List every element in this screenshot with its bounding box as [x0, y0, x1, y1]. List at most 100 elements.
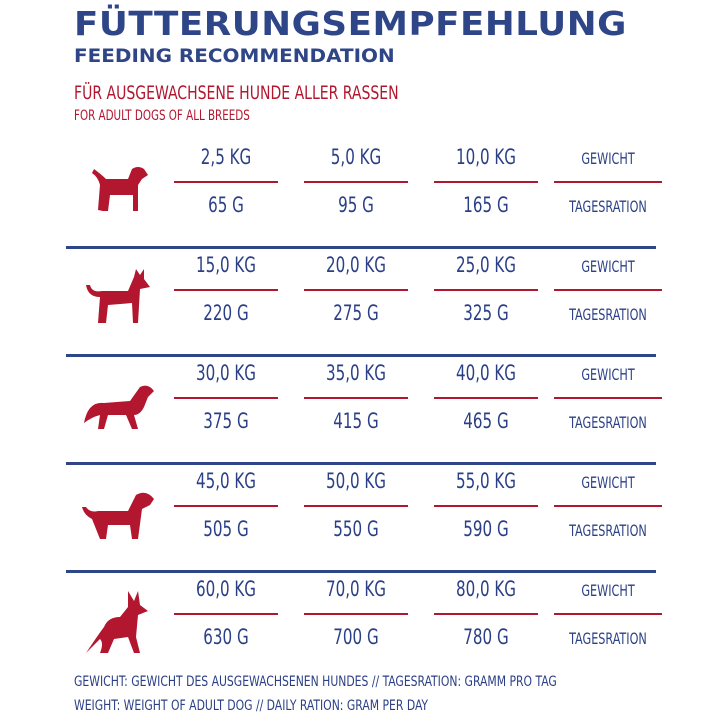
separator	[554, 181, 662, 183]
weight-ration-cell: 60,0 KG 630 G	[174, 573, 278, 663]
row-divider	[66, 570, 656, 573]
dog-silhouette-icon	[82, 492, 154, 539]
separator	[554, 289, 662, 291]
audience-de: FÜR AUSGEWACHSENE HUNDE ALLER RASSEN	[74, 82, 399, 104]
dog-silhouette-icon	[84, 385, 154, 429]
weight-ration-cell: 70,0 KG 700 G	[304, 573, 408, 663]
weight-value: 45,0 KG	[195, 469, 257, 493]
weight-ration-cell: 15,0 KG 220 G	[174, 249, 278, 339]
ration-value: 505 G	[203, 517, 249, 541]
feeding-row: 30,0 KG 375 G 35,0 KG 415 G 40,0 KG 465 G GEWI…	[66, 357, 662, 465]
weight-value: 30,0 KG	[195, 361, 257, 385]
row-labels: GEWICHT TAGESRATION	[554, 357, 662, 447]
feeding-row: 15,0 KG 220 G 20,0 KG 275 G 25,0 KG 325 G GEWI…	[66, 249, 662, 357]
row-labels: GEWICHT TAGESRATION	[554, 465, 662, 555]
separator	[554, 505, 662, 507]
separator	[304, 181, 408, 183]
row-labels: GEWICHT TAGESRATION	[554, 573, 662, 663]
weight-value: 5,0 KG	[330, 145, 382, 169]
separator	[434, 289, 538, 291]
weight-value: 50,0 KG	[325, 469, 387, 493]
row-labels: GEWICHT TAGESRATION	[554, 141, 662, 231]
separator	[304, 613, 408, 615]
ration-label: TAGESRATION	[569, 197, 647, 216]
row-divider	[66, 354, 656, 357]
weight-value: 2,5 KG	[200, 145, 252, 169]
row-labels: GEWICHT TAGESRATION	[554, 249, 662, 339]
weight-value: 70,0 KG	[325, 577, 387, 601]
dog-silhouette-icon	[86, 591, 148, 653]
row-divider	[66, 462, 656, 465]
weight-value: 40,0 KG	[455, 361, 517, 385]
separator	[434, 505, 538, 507]
weight-label: GEWICHT	[581, 581, 635, 600]
ration-value: 700 G	[333, 625, 379, 649]
weight-value: 10,0 KG	[455, 145, 517, 169]
weight-ration-cell: 5,0 KG 95 G	[304, 141, 408, 231]
separator	[174, 289, 278, 291]
weight-ration-cell: 50,0 KG 550 G	[304, 465, 408, 555]
weight-ration-cell: 30,0 KG 375 G	[174, 357, 278, 447]
weight-value: 35,0 KG	[325, 361, 387, 385]
weight-value: 20,0 KG	[325, 253, 387, 277]
weight-ration-cell: 35,0 KG 415 G	[304, 357, 408, 447]
separator	[304, 289, 408, 291]
audience-en: FOR ADULT DOGS OF ALL BREEDS	[74, 108, 250, 124]
ration-label: TAGESRATION	[569, 413, 647, 432]
ration-value: 165 G	[463, 193, 509, 217]
separator	[174, 613, 278, 615]
weight-ration-cell: 2,5 KG 65 G	[174, 141, 278, 231]
ration-value: 95 G	[338, 193, 374, 217]
separator	[304, 397, 408, 399]
separator	[434, 181, 538, 183]
ration-value: 590 G	[463, 517, 509, 541]
ration-label: TAGESRATION	[569, 521, 647, 540]
weight-ration-cell: 55,0 KG 590 G	[434, 465, 538, 555]
ration-value: 550 G	[333, 517, 379, 541]
separator	[174, 181, 278, 183]
weight-value: 55,0 KG	[455, 469, 517, 493]
dog-silhouette-icon	[92, 167, 148, 211]
ration-label: TAGESRATION	[569, 305, 647, 324]
weight-ration-cell: 80,0 KG 780 G	[434, 573, 538, 663]
weight-value: 25,0 KG	[455, 253, 517, 277]
separator	[434, 613, 538, 615]
separator	[434, 397, 538, 399]
separator	[554, 613, 662, 615]
separator	[554, 397, 662, 399]
separator	[304, 505, 408, 507]
weight-value: 60,0 KG	[195, 577, 257, 601]
weight-ration-cell: 10,0 KG 165 G	[434, 141, 538, 231]
ration-value: 465 G	[463, 409, 509, 433]
ration-value: 375 G	[203, 409, 249, 433]
ration-value: 65 G	[208, 193, 244, 217]
weight-label: GEWICHT	[581, 473, 635, 492]
ration-value: 220 G	[203, 301, 249, 325]
page-subtitle: FEEDING RECOMMENDATION	[74, 45, 395, 67]
weight-label: GEWICHT	[581, 257, 635, 276]
footer-de: GEWICHT: GEWICHT DES AUSGEWACHSENEN HUND…	[74, 674, 557, 690]
weight-value: 15,0 KG	[195, 253, 257, 277]
ration-value: 415 G	[333, 409, 379, 433]
weight-ration-cell: 40,0 KG 465 G	[434, 357, 538, 447]
weight-label: GEWICHT	[581, 149, 635, 168]
ration-value: 780 G	[463, 625, 509, 649]
ration-value: 325 G	[463, 301, 509, 325]
ration-value: 630 G	[203, 625, 249, 649]
weight-ration-cell: 45,0 KG 505 G	[174, 465, 278, 555]
feeding-row: 2,5 KG 65 G 5,0 KG 95 G 10,0 KG 165 G GEWICHT T…	[66, 141, 662, 249]
page-title: FÜTTERUNGSEMPFEHLUNG	[74, 4, 627, 43]
footer-en: WEIGHT: WEIGHT OF ADULT DOG // DAILY RAT…	[74, 698, 429, 714]
weight-value: 80,0 KG	[455, 577, 517, 601]
ration-label: TAGESRATION	[569, 629, 647, 648]
weight-label: GEWICHT	[581, 365, 635, 384]
feeding-row: 60,0 KG 630 G 70,0 KG 700 G 80,0 KG 780 G GEWI…	[66, 573, 662, 681]
row-divider	[66, 246, 656, 249]
separator	[174, 397, 278, 399]
weight-ration-cell: 20,0 KG 275 G	[304, 249, 408, 339]
weight-ration-cell: 25,0 KG 325 G	[434, 249, 538, 339]
separator	[174, 505, 278, 507]
ration-value: 275 G	[333, 301, 379, 325]
dog-silhouette-icon	[86, 269, 150, 323]
feeding-row: 45,0 KG 505 G 50,0 KG 550 G 55,0 KG 590 G GEWI…	[66, 465, 662, 573]
